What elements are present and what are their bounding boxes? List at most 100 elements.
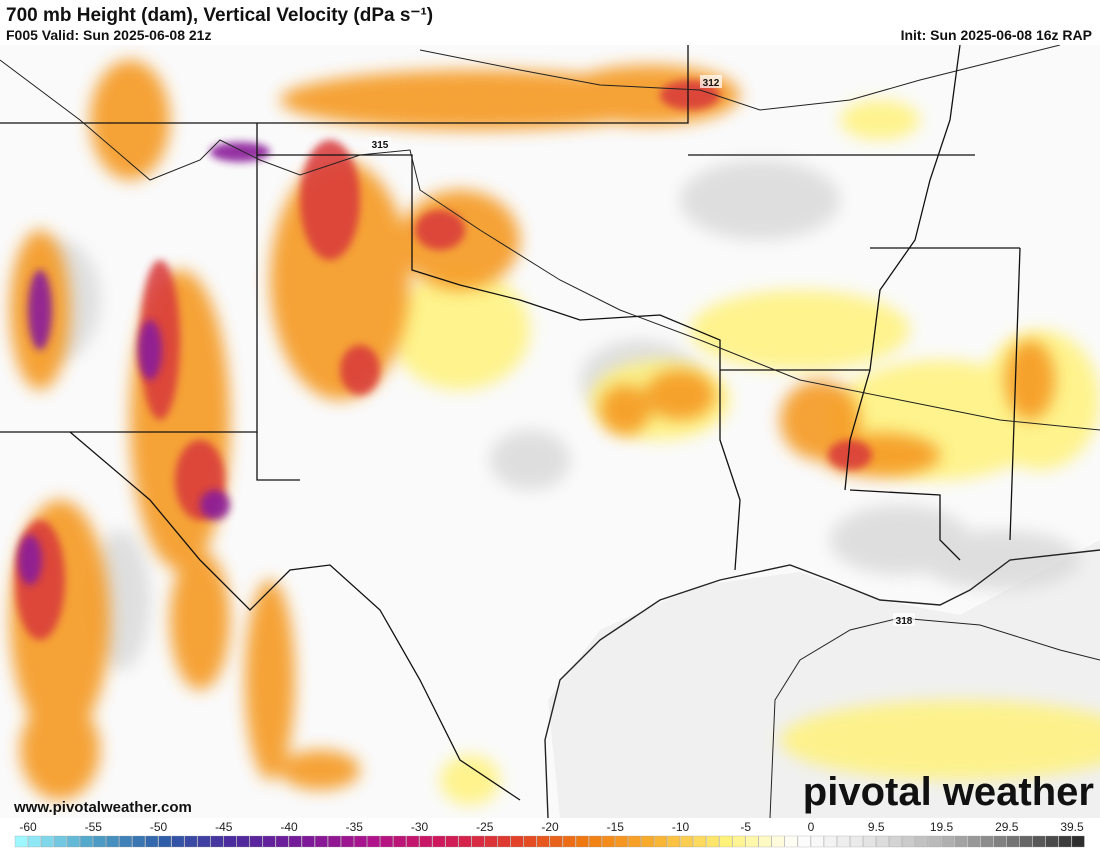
colorbar-swatch xyxy=(719,835,733,848)
colorbar-tick-label: 0 xyxy=(808,820,815,834)
colorbar-swatch xyxy=(836,835,850,848)
colorbar-swatch xyxy=(288,835,302,848)
colorbar-swatch xyxy=(641,835,654,848)
colorbar-tick-label: -60 xyxy=(19,820,37,834)
colorbar-swatch xyxy=(562,835,576,848)
colorbar-swatch xyxy=(667,835,681,848)
colorbar-swatch xyxy=(223,835,237,848)
colorbar-swatch xyxy=(275,835,289,848)
colorbar-swatch xyxy=(706,835,720,848)
title: 700 mb Height (dam), Vertical Velocity (… xyxy=(6,5,433,26)
colorbar-swatch xyxy=(93,835,106,848)
colorbar-swatch xyxy=(53,835,67,848)
colorbar: -60 -55 -50 -45 -40 -35 -30 -25 -20 -15 -10 -5 0 9.5 1… xyxy=(14,820,1085,848)
colorbar-swatch xyxy=(941,835,955,848)
colorbar-swatch xyxy=(928,835,942,848)
colorbar-tick-label: -50 xyxy=(150,820,168,834)
colorbar-swatch xyxy=(810,835,824,848)
colorbar-swatch xyxy=(1019,835,1033,848)
colorbar-swatch xyxy=(119,835,132,848)
colorbar-swatch xyxy=(419,835,433,848)
colorbar-swatch xyxy=(236,835,250,848)
colorbar-swatch xyxy=(823,835,837,848)
colorbar-swatch xyxy=(67,835,80,848)
colorbar-swatch xyxy=(184,835,198,848)
colorbar-swatch xyxy=(1071,835,1085,848)
colorbar-swatch xyxy=(484,835,498,848)
colorbar-swatch xyxy=(588,835,602,848)
colorbar-swatch xyxy=(628,835,641,848)
colorbar-swatch xyxy=(980,835,994,848)
colorbar-tick-label: -10 xyxy=(672,820,690,834)
colorbar-swatch xyxy=(510,835,524,848)
logo: pivotal weather xyxy=(803,770,1094,814)
colorbar-swatch xyxy=(784,835,798,848)
init-time: Init: Sun 2025-06-08 16z RAP xyxy=(901,27,1092,43)
colorbar-swatch xyxy=(575,835,589,848)
colorbar-swatch xyxy=(210,835,224,848)
colorbar-swatch xyxy=(615,835,628,848)
contour-label: 318 xyxy=(896,616,913,627)
colorbar-swatch xyxy=(954,835,968,848)
colorbar-tick-label: -55 xyxy=(85,820,103,834)
colorbar-swatch xyxy=(367,835,380,848)
colorbar-swatch xyxy=(745,835,759,848)
colorbar-swatch xyxy=(393,835,407,848)
colorbar-swatch xyxy=(602,835,615,848)
colorbar-tick-label: -15 xyxy=(607,820,625,834)
colorbar-swatch xyxy=(497,835,511,848)
colorbar-tick-label: 39.5 xyxy=(1060,820,1084,834)
colorbar-tick-label: 29.5 xyxy=(995,820,1019,834)
colorbar-swatch xyxy=(445,835,459,848)
colorbar-swatch xyxy=(301,835,315,848)
colorbar-swatch xyxy=(158,835,172,848)
colorbar-swatch xyxy=(249,835,263,848)
colorbar-swatch xyxy=(354,835,367,848)
colorbar-swatch xyxy=(680,835,694,848)
colorbar-swatch xyxy=(458,835,472,848)
colorbar-tick-label: -45 xyxy=(215,820,233,834)
colorbar-swatch xyxy=(27,835,41,848)
website: www.pivotalweather.com xyxy=(13,799,192,816)
colorbar-swatch xyxy=(863,835,876,848)
colorbar-swatch xyxy=(732,835,746,848)
colorbar-swatch xyxy=(889,835,902,848)
colorbar-swatch xyxy=(536,835,550,848)
colorbar-swatch xyxy=(314,835,328,848)
colorbar-swatch xyxy=(132,835,146,848)
colorbar-swatch xyxy=(14,835,28,848)
colorbar-swatch xyxy=(523,835,537,848)
colorbar-swatch xyxy=(654,835,667,848)
colorbar-swatch xyxy=(693,835,707,848)
colorbar-swatch xyxy=(40,835,54,848)
colorbar-swatch xyxy=(80,835,93,848)
colorbar-swatch xyxy=(1032,835,1046,848)
state-borders xyxy=(0,45,1021,801)
colorbar-swatch xyxy=(197,835,211,848)
colorbar-tick-label: -35 xyxy=(346,820,364,834)
colorbar-swatch xyxy=(797,835,811,848)
colorbar-swatch xyxy=(262,835,276,848)
contour-label: 312 xyxy=(703,78,720,89)
red-areas xyxy=(15,80,872,640)
valid-time: F005 Valid: Sun 2025-06-08 21z xyxy=(6,27,211,43)
colorbar-swatch xyxy=(1045,835,1059,848)
colorbar-swatch xyxy=(771,835,785,848)
purple-areas xyxy=(18,142,270,585)
header-bg xyxy=(0,0,1100,45)
contour-labels: 312 315 318 xyxy=(369,75,915,627)
colorbar-swatch xyxy=(1006,835,1020,848)
height-contours xyxy=(0,45,1100,818)
colorbar-swatch xyxy=(471,835,485,848)
colorbar-tick-label: -30 xyxy=(411,820,429,834)
colorbar-swatch xyxy=(758,835,772,848)
colorbar-swatch xyxy=(549,835,563,848)
colorbar-swatch xyxy=(106,835,119,848)
colorbar-swatch xyxy=(902,835,915,848)
colorbar-tick-label: -25 xyxy=(476,820,494,834)
colorbar-tick-label: 9.5 xyxy=(868,820,885,834)
colorbar-swatch xyxy=(915,835,928,848)
colorbar-swatch xyxy=(145,835,159,848)
colorbar-swatch xyxy=(171,835,185,848)
